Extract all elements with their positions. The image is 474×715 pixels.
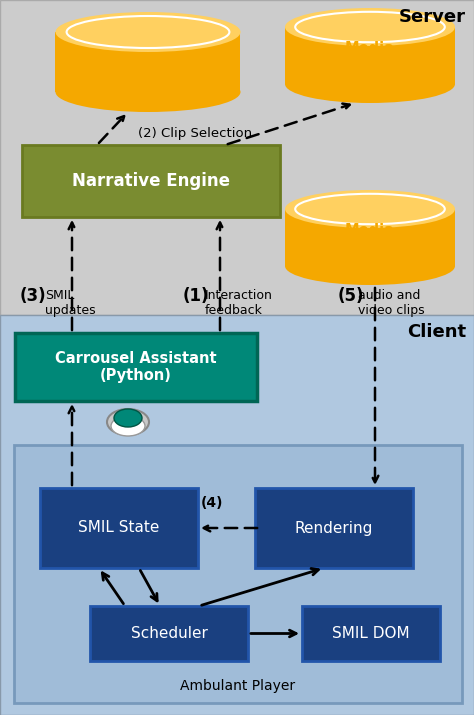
Text: User Profile: User Profile — [98, 56, 199, 72]
Ellipse shape — [55, 72, 240, 112]
Text: Interaction
feedback: Interaction feedback — [205, 289, 273, 317]
Text: Carrousel Assistant
(Python): Carrousel Assistant (Python) — [55, 351, 217, 383]
FancyBboxPatch shape — [0, 315, 474, 715]
Text: SMIL State: SMIL State — [78, 521, 160, 536]
FancyBboxPatch shape — [14, 445, 462, 703]
FancyBboxPatch shape — [55, 32, 240, 92]
Ellipse shape — [285, 247, 455, 285]
FancyBboxPatch shape — [15, 333, 257, 401]
Text: Media
Repository: Media Repository — [325, 223, 415, 255]
Text: audio and
video clips: audio and video clips — [358, 289, 425, 317]
FancyBboxPatch shape — [40, 488, 198, 568]
Text: SMIL DOM: SMIL DOM — [332, 626, 410, 641]
Text: Rendering: Rendering — [295, 521, 373, 536]
Text: Server: Server — [399, 8, 466, 26]
FancyBboxPatch shape — [255, 488, 413, 568]
Text: (1): (1) — [183, 287, 210, 305]
Text: (3): (3) — [20, 287, 46, 305]
Text: SMIL
updates: SMIL updates — [45, 289, 96, 317]
FancyBboxPatch shape — [285, 209, 455, 266]
Text: Ambulant Player: Ambulant Player — [181, 679, 296, 693]
Text: Narrative Engine: Narrative Engine — [72, 172, 230, 190]
FancyBboxPatch shape — [302, 606, 440, 661]
FancyBboxPatch shape — [285, 27, 455, 84]
Text: (2) Clip Selection: (2) Clip Selection — [138, 127, 252, 141]
Ellipse shape — [285, 65, 455, 103]
FancyBboxPatch shape — [0, 0, 474, 315]
Ellipse shape — [114, 409, 142, 427]
FancyBboxPatch shape — [90, 606, 248, 661]
Ellipse shape — [107, 409, 149, 435]
Ellipse shape — [285, 190, 455, 228]
Ellipse shape — [285, 8, 455, 46]
Text: (4): (4) — [201, 496, 223, 510]
Text: Client: Client — [407, 323, 466, 341]
Ellipse shape — [111, 416, 145, 436]
FancyBboxPatch shape — [22, 145, 280, 217]
Ellipse shape — [55, 12, 240, 52]
Text: Scheduler: Scheduler — [130, 626, 208, 641]
Text: Media
Metadata: Media Metadata — [330, 41, 410, 74]
Text: (5): (5) — [338, 287, 365, 305]
